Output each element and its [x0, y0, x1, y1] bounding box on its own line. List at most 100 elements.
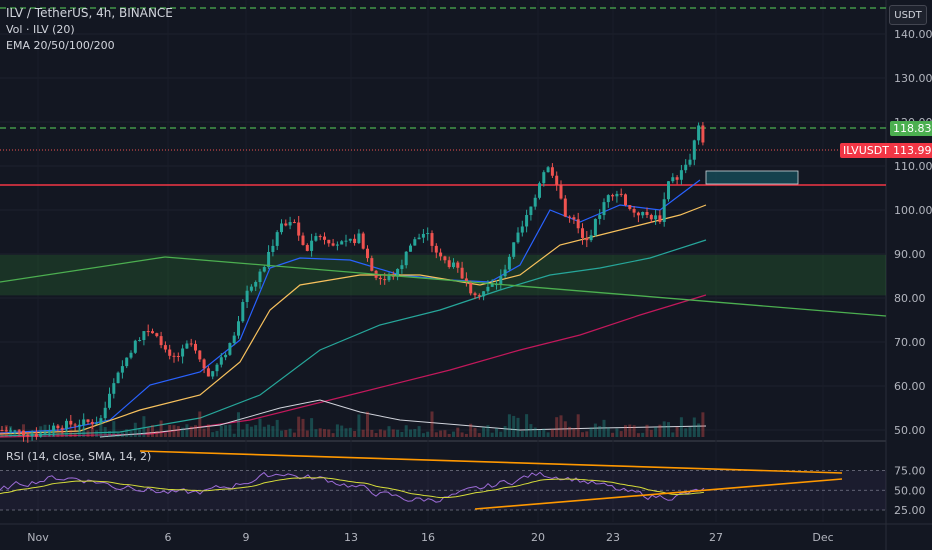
rsi-indicator-label[interactable]: RSI (14, close, SMA, 14, 2) [6, 450, 152, 463]
candle-body [357, 233, 361, 244]
candle-body [434, 245, 438, 253]
rsi-axis-label: 50.00 [894, 484, 926, 497]
symbol-title: ILV / TetherUS, 4h, BINANCE [6, 6, 173, 20]
candle-body [9, 430, 13, 432]
volume-bar [82, 427, 86, 437]
volume-bar [421, 433, 425, 437]
volume-bar [370, 429, 374, 437]
volume-bar [56, 433, 60, 437]
candle-body [258, 271, 262, 283]
volume-bar [662, 421, 666, 437]
time-axis-label: Nov [27, 531, 49, 544]
candle-body [400, 265, 404, 269]
volume-bar [611, 432, 615, 437]
candle-body [327, 239, 331, 244]
price-axis-label: 130.00 [894, 72, 932, 85]
candle-body [421, 233, 425, 238]
candle-body [555, 175, 559, 185]
volume-bar [366, 411, 369, 437]
candle-body [185, 343, 189, 349]
volume-bar [292, 432, 296, 437]
volume-bar [323, 429, 326, 437]
volume-bar [280, 430, 283, 437]
volume-bar [357, 414, 361, 437]
volume-bar [116, 432, 120, 437]
volume-bar [469, 423, 473, 437]
candle-body [232, 335, 236, 344]
candle-body [194, 343, 197, 351]
candle-body [701, 125, 705, 143]
candle-body [499, 276, 503, 285]
candle-body [692, 140, 696, 160]
candle-body [22, 430, 25, 436]
candle-body [344, 240, 348, 242]
volume-bar [589, 427, 593, 437]
price-axis-label: 70.00 [894, 336, 926, 349]
candle-body [370, 258, 374, 271]
candle-body [176, 355, 180, 357]
time-axis-label: 23 [606, 531, 620, 544]
level-price-tag: 118.83 [890, 121, 932, 136]
candle-body [447, 260, 451, 268]
rsi-trendline-upper [139, 450, 843, 474]
volume-bar [667, 422, 670, 437]
volume-bar [636, 433, 640, 437]
volume-bar [258, 418, 262, 437]
usdt-currency-button[interactable]: USDT [889, 5, 927, 25]
volume-bar [284, 430, 288, 437]
candlesticks[interactable] [0, 122, 705, 443]
time-axis[interactable]: Nov 6 9 13 16 20 23 27 Dec [27, 531, 833, 544]
volume-bar [133, 422, 137, 437]
candle-body [26, 435, 30, 437]
candle-body [688, 159, 692, 165]
candle-body [292, 222, 296, 224]
candle-body [662, 199, 666, 222]
volume-bar [69, 429, 73, 437]
rsi-line [0, 471, 705, 503]
volume-bar [163, 432, 167, 437]
price-axis-label: 100.00 [894, 204, 932, 217]
volume-bar [155, 430, 159, 437]
volume-bar [598, 425, 602, 437]
volume-bar [555, 417, 559, 437]
candle-body [56, 425, 60, 429]
candle-body [318, 236, 322, 238]
volume-bar [237, 412, 240, 437]
volume-bar [262, 426, 266, 437]
volume-bar [520, 431, 524, 437]
rsi-pane[interactable] [0, 450, 886, 511]
candle-body [129, 352, 133, 358]
candle-body [262, 267, 266, 272]
volume-bar [525, 414, 529, 437]
candle-body [228, 343, 232, 355]
candle-body [593, 218, 597, 236]
candle-body [0, 430, 4, 431]
volume-bar [628, 424, 632, 437]
candle-body [73, 424, 77, 426]
ema-indicator-label[interactable]: EMA 20/50/100/200 [6, 39, 115, 52]
volume-bar [254, 425, 258, 437]
candle-body [163, 345, 167, 350]
candle-body [297, 222, 301, 236]
volume-indicator-label[interactable]: Vol · ILV (20) [6, 23, 75, 36]
volume-bar [701, 412, 705, 437]
volume-bar [464, 433, 468, 437]
candle-body [310, 240, 314, 251]
candle-body [323, 236, 326, 240]
candle-body [520, 226, 524, 233]
volume-bar [65, 429, 68, 437]
candle-body [241, 302, 245, 322]
candle-body [426, 233, 430, 235]
trendline-left [0, 256, 166, 283]
candle-body [563, 198, 567, 217]
volume-bar [194, 425, 197, 437]
volume-bar [593, 423, 597, 437]
price-axis[interactable]: 140.00130.00120.00110.00100.0090.0080.00… [894, 28, 932, 517]
volume-bar [546, 432, 550, 437]
volume-bar [206, 424, 210, 437]
ema20-line [0, 179, 701, 434]
volume-bar [477, 433, 481, 437]
candle-body [138, 339, 142, 341]
